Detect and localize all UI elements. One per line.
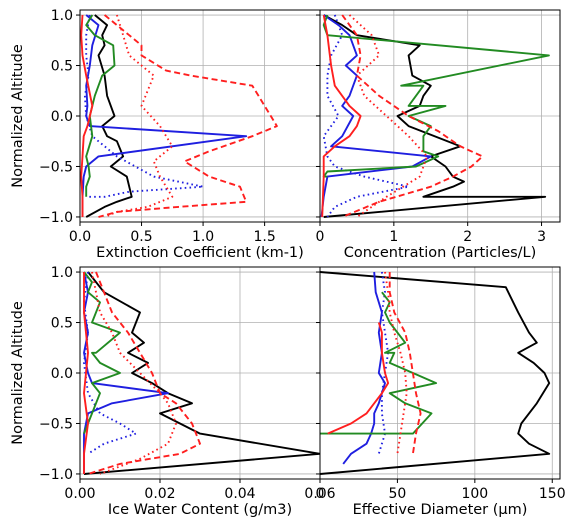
x-axis-label: Ice Water Content (g/m3) [108, 502, 292, 518]
series-line-5 [327, 322, 390, 435]
y-tick-label: −0.5 [39, 159, 73, 175]
x-tick-label: 50 [389, 486, 407, 502]
x-tick-label: 2 [463, 229, 472, 245]
series-line-4 [83, 271, 121, 434]
x-tick-label: 100 [461, 486, 488, 502]
x-tick-label: 1.5 [253, 229, 275, 245]
series-line-1 [85, 14, 133, 218]
panel-effective-diameter: 0 50 100 150 Effective Diameter (µm) [316, 266, 566, 518]
series-line-7 [384, 271, 408, 454]
y-tick-label: −1.0 [39, 467, 73, 483]
y-tick-label: 0.0 [51, 109, 73, 125]
series-line-6 [87, 271, 201, 475]
x-axis-label: Effective Diameter (µm) [353, 502, 528, 518]
x-tick-label: 0.5 [130, 229, 152, 245]
series-line-3 [377, 271, 390, 455]
x-tick-label: 0.0 [69, 229, 91, 245]
series-line-5 [80, 14, 94, 217]
y-tick-label: 1.0 [51, 8, 73, 24]
series-line-6 [98, 14, 278, 218]
series-line-6 [388, 272, 422, 454]
y-tick-label: −1.0 [39, 210, 73, 226]
x-tick-label: 1.0 [192, 229, 214, 245]
x-tick-label: 0.00 [64, 486, 95, 502]
x-tick-label: 3 [537, 229, 546, 245]
y-tick-label: 0.5 [51, 59, 73, 75]
series-line-1 [320, 271, 551, 475]
y-tick-label: 0.0 [51, 366, 73, 382]
series-line-4 [322, 14, 550, 178]
y-tick-label: 1.0 [51, 265, 73, 281]
series-line-5 [321, 14, 362, 218]
series-line-2 [320, 14, 432, 218]
y-tick-label: 0.5 [51, 316, 73, 332]
x-tick-label: 0 [316, 486, 325, 502]
y-axis-label-top: Normalized Altitude [10, 44, 26, 188]
series-line-1 [83, 271, 320, 475]
series-line-6 [341, 14, 484, 218]
y-tick-label: −0.5 [39, 416, 73, 432]
series-line-5 [83, 272, 89, 474]
x-tick-label: 150 [539, 486, 566, 502]
x-axis-label: Concentration (Particles/L) [344, 245, 537, 261]
series-line-1 [323, 14, 547, 218]
x-tick-label: 0 [316, 229, 325, 245]
series-line-7 [348, 14, 429, 218]
x-tick-label: 0.06 [304, 486, 335, 502]
panel-extinction-coefficient: 0.0 0.5 1.0 1.5−1.0−0.50.00.51.0Extinction … [39, 8, 321, 261]
series-line-4 [320, 291, 438, 435]
x-axis-label: Extinction Coefficient (km-1) [96, 245, 304, 261]
y-axis-label-bottom: Normalized Altitude [10, 301, 26, 445]
x-tick-label: 0.04 [224, 486, 255, 502]
x-tick-label: 0.02 [144, 486, 175, 502]
x-tick-label: 1 [389, 229, 398, 245]
